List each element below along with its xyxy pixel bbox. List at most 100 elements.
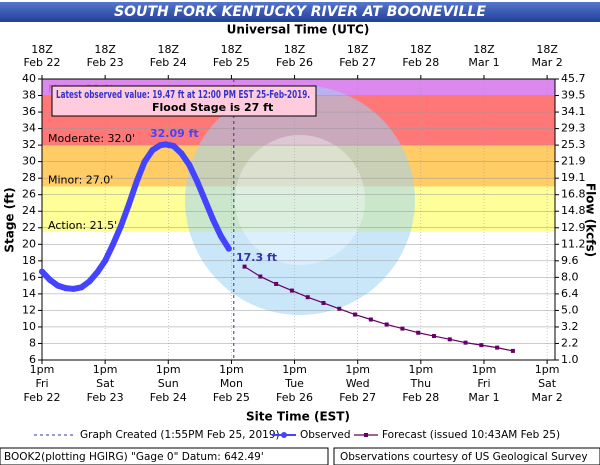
y2-tick-label: 8.0 xyxy=(561,270,579,283)
top-tick-label: 18Z xyxy=(347,43,369,56)
plot-frame xyxy=(41,78,556,361)
y-axis-label: Stage (ft) xyxy=(3,187,17,252)
observed-point xyxy=(110,241,117,248)
y-tick-label: 16 xyxy=(22,270,36,283)
y-tick-label: 20 xyxy=(22,237,36,250)
top-tick-label: 18Z xyxy=(31,43,53,56)
forecast-point xyxy=(368,317,373,322)
x-tick-label: 1pm xyxy=(219,363,244,376)
flood-label: Action: 21.5' xyxy=(48,219,117,232)
top-tick-label: 18Z xyxy=(410,43,432,56)
observed-point xyxy=(70,285,77,292)
y2-tick-label: 6.4 xyxy=(561,287,579,300)
forecast-point xyxy=(416,330,421,335)
top-tick-date: Mar 2 xyxy=(531,56,562,69)
top-tick-label: 18Z xyxy=(158,43,180,56)
x-tick-label: 1pm xyxy=(93,363,118,376)
observed-point xyxy=(157,142,164,149)
x-tick-day: Tue xyxy=(284,377,304,390)
forecast-point xyxy=(400,326,405,331)
y2-tick-label: 11.2 xyxy=(561,237,586,250)
top-tick-label: 18Z xyxy=(94,43,116,56)
forecast-point xyxy=(510,348,515,353)
top-tick-date: Feb 27 xyxy=(339,56,376,69)
top-tick-label: 18Z xyxy=(473,43,495,56)
forecast-point xyxy=(384,322,389,327)
y2-tick-label: 9.6 xyxy=(561,254,579,267)
x-tick-day: Mon xyxy=(220,377,243,390)
x-tick-label: 1pm xyxy=(282,363,307,376)
y-tick-label: 14 xyxy=(22,287,36,300)
forecast-point xyxy=(353,312,358,317)
x-tick-day: Fri xyxy=(477,377,490,390)
x-tick-date: Mar 1 xyxy=(468,391,499,404)
top-tick-date: Feb 23 xyxy=(87,56,124,69)
x-tick-date: Feb 28 xyxy=(402,391,439,404)
top-tick-date: Mar 1 xyxy=(468,56,499,69)
x-tick-day: Sat xyxy=(96,377,115,390)
x-tick-date: Feb 22 xyxy=(24,391,61,404)
y-tick-label: 8 xyxy=(29,336,36,349)
observed-point xyxy=(194,178,201,185)
observed-point xyxy=(125,201,132,208)
y-tick-label: 36 xyxy=(22,105,36,118)
x-tick-date: Feb 23 xyxy=(87,391,124,404)
x-tick-date: Feb 25 xyxy=(213,391,250,404)
legend-label: Forecast (issued 10:43AM Feb 25) xyxy=(382,429,560,441)
x-axis-label: Site Time (EST) xyxy=(246,410,350,424)
observed-point xyxy=(141,158,148,165)
footer-box xyxy=(0,447,329,465)
y-tick-label: 32 xyxy=(22,138,36,151)
footer-box xyxy=(333,447,600,465)
forecast-point xyxy=(337,306,342,311)
forecast-point xyxy=(463,340,468,345)
y-tick-label: 24 xyxy=(22,204,36,217)
top-tick-label: 18Z xyxy=(536,43,558,56)
footer-right: Observations courtesy of US Geological S… xyxy=(340,451,588,463)
top-tick-date: Feb 22 xyxy=(24,56,61,69)
observed-point xyxy=(86,278,93,285)
legend-created: Graph Created (1:55PM Feb 25, 2019) xyxy=(80,429,280,441)
top-tick-label: 18Z xyxy=(284,43,306,56)
observed-point xyxy=(117,223,124,230)
x-tick-date: Feb 24 xyxy=(150,391,187,404)
y2-tick-label: 16.8 xyxy=(561,188,586,201)
y2-axis-label: Flow (kcfs) xyxy=(584,183,598,257)
observed-point xyxy=(225,245,232,252)
observed-point xyxy=(178,150,185,157)
observed-point xyxy=(62,285,69,292)
forecast-point xyxy=(321,300,326,305)
top-tick-date: Feb 26 xyxy=(276,56,313,69)
top-tick-date: Feb 28 xyxy=(402,56,439,69)
y-tick-label: 28 xyxy=(22,171,36,184)
y2-tick-label: 2.2 xyxy=(561,336,579,349)
observed-point xyxy=(149,147,156,154)
y-tick-label: 10 xyxy=(22,320,36,333)
observed-point xyxy=(217,233,224,240)
watermark xyxy=(235,135,365,265)
y2-tick-label: 34.1 xyxy=(561,105,586,118)
y2-tick-label: 29.3 xyxy=(561,122,586,135)
chart-title: SOUTH FORK KENTUCKY RIVER AT BOONEVILLE xyxy=(114,4,486,20)
flood-label: Minor: 27.0' xyxy=(48,173,113,186)
x-tick-label: 1pm xyxy=(30,363,55,376)
x-tick-day: Sat xyxy=(538,377,557,390)
y2-tick-label: 25.3 xyxy=(561,138,586,151)
y-tick-label: 26 xyxy=(22,188,36,201)
peak-label: 32.09 ft xyxy=(150,127,199,140)
x-tick-date: Mar 2 xyxy=(531,391,562,404)
x-tick-day: Wed xyxy=(346,377,370,390)
observed-point xyxy=(39,268,45,275)
top-axis-label: Universal Time (UTC) xyxy=(227,23,370,37)
x-tick-day: Sun xyxy=(158,377,179,390)
observed-point xyxy=(94,269,101,276)
observed-point xyxy=(133,178,140,185)
observed-point xyxy=(54,282,61,289)
forecast-label: 17.3 ft xyxy=(236,251,277,264)
forecast-point xyxy=(274,281,279,286)
observed-point xyxy=(46,276,53,283)
y2-tick-label: 45.7 xyxy=(561,72,586,85)
forecast-point xyxy=(431,334,436,339)
x-tick-day: Thu xyxy=(409,377,431,390)
observed-point xyxy=(162,141,169,148)
